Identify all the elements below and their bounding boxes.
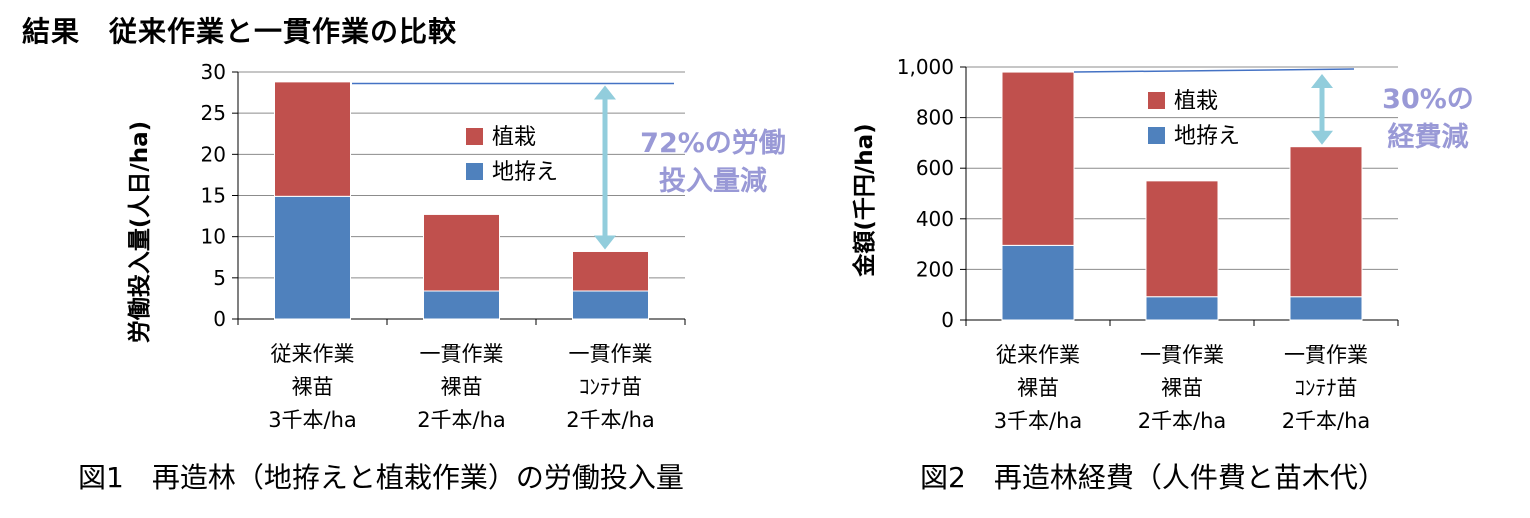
x-category-label: ｺﾝﾃﾅ苗 [1295,376,1358,400]
bar-segment [1001,71,1075,246]
y-axis-label: 金額(千円/ha) [851,123,878,277]
x-category-label: 従来作業 [996,343,1080,367]
x-category-label: 一貫作業 [1140,343,1224,367]
y-tick-label: 10 [201,225,226,249]
legend-swatch [1148,92,1165,109]
bar-segment [572,250,649,292]
legend-label: 地拵え [492,160,558,185]
x-category-label: 裸苗 [292,375,334,399]
y-tick-label: 0 [213,307,226,331]
x-category-label: 裸苗 [1161,376,1203,400]
legend-label: 植栽 [492,125,536,150]
y-tick-label: 1,000 [897,55,954,79]
reduction-annotation: 72%の労働 [640,128,786,159]
x-category-label: 3千本/ha [994,409,1083,433]
x-category-label: 2千本/ha [417,408,506,432]
legend-swatch [466,163,483,180]
bar-segment [274,195,351,320]
y-axis-label: 労働投入量(人日/ha) [126,121,153,343]
bar-segment [274,81,351,197]
figure1-caption: 図1 再造林（地拵えと植栽作業）の労働投入量 [78,461,684,494]
y-tick-label: 0 [941,308,954,332]
bar-segment [1289,296,1363,321]
reduction-annotation: 経費減 [1388,121,1469,153]
x-category-label: 一貫作業 [1284,343,1368,367]
legend-swatch [466,128,483,145]
bar-segment [423,213,500,292]
y-tick-label: 5 [213,266,226,290]
bar-segment [1145,296,1219,321]
y-tick-label: 20 [201,142,226,166]
page-title: 結果 従来作業と一貫作業の比較 [22,15,458,48]
x-category-label: 一貫作業 [569,342,653,366]
reference-line [1073,68,1355,73]
x-category-label: 一貫作業 [420,342,504,366]
reduction-annotation: 30%の [1382,84,1474,115]
figure2-caption: 図2 再造林経費（人件費と苗木代） [920,461,1386,494]
x-category-label: ｺﾝﾃﾅ苗 [579,375,642,399]
y-tick-label: 200 [916,257,954,281]
x-category-label: 従来作業 [271,342,355,366]
bar-segment [423,290,500,320]
x-category-label: 3千本/ha [268,408,357,432]
bar-segment [1289,146,1363,298]
legend-label: 地拵え [1174,124,1240,149]
y-tick-label: 30 [201,60,226,84]
x-category-label: 裸苗 [441,375,483,399]
y-tick-label: 800 [916,106,954,130]
bar-segment [572,290,649,320]
y-tick-label: 25 [201,101,226,125]
bar-segment [1001,244,1075,321]
reduction-annotation: 投入量減 [659,166,767,197]
difference-arrow [1311,74,1333,145]
bar-segment [1145,180,1219,298]
x-category-label: 2千本/ha [1282,409,1371,433]
y-tick-label: 400 [916,207,954,231]
legend-swatch [1148,127,1165,144]
legend-label: 植栽 [1174,89,1218,114]
difference-arrow [594,85,616,250]
y-tick-label: 15 [201,184,226,208]
x-category-label: 裸苗 [1017,376,1059,400]
x-category-label: 2千本/ha [566,408,655,432]
y-tick-label: 600 [916,156,954,180]
x-category-label: 2千本/ha [1138,409,1227,433]
